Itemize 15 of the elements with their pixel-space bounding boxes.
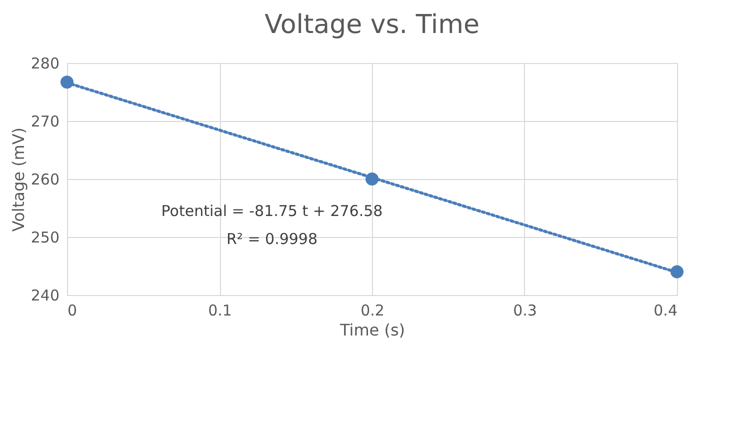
x-tick-label: 0.1 [208,302,232,320]
y-tick-label: 280 [30,54,60,72]
annotation: R² = 0.9998 [226,230,318,248]
y-tick-label: 250 [30,228,60,246]
y-tick-label: 270 [30,112,60,130]
x-axis-title: Time (s) [338,320,406,340]
x-tick-label: 0 [68,302,78,320]
annotation: Potential = -81.75 t + 276.58 [161,202,383,220]
x-tick-label: 0.3 [513,302,537,320]
x-tick-label: 0.2 [360,302,384,320]
y-axis-title: Voltage (mV) [8,127,28,232]
y-tick-label: 260 [30,170,60,188]
x-tick-label: 0.4 [654,302,678,320]
chart-title: Voltage vs. Time [264,10,480,40]
y-tick-label: 240 [30,286,60,304]
